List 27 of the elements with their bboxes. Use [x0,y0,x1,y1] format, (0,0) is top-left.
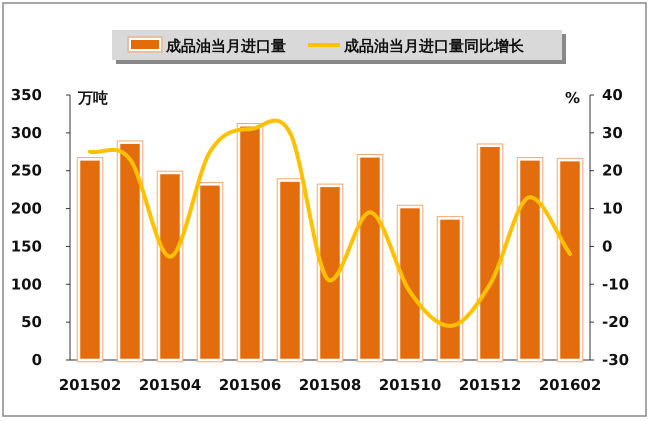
y2-tick-label: 30 [602,124,623,142]
y-tick-label: 0 [32,351,42,369]
legend-label: 成品油当月进口量 [165,37,286,55]
x-tick-label: 201504 [138,376,202,394]
y2-tick-label: -20 [602,313,630,332]
y2-axis-title: % [564,89,580,107]
y-tick-label: 200 [10,200,42,218]
y-tick-label: 350 [10,86,42,104]
y-tick-label: 50 [21,313,42,332]
y-tick-label: 300 [10,124,42,142]
x-tick-label: 201502 [58,376,122,394]
legend-label: 成品油当月进口量同比增长 [343,37,525,55]
y-tick-label: 150 [10,237,42,256]
y-tick-label: 250 [10,162,42,180]
x-tick-label: 201508 [298,376,362,394]
x-tick-label: 201602 [538,376,602,394]
y2-tick-label: 20 [602,162,623,180]
y2-tick-label: 0 [602,237,612,256]
y2-tick-label: 40 [602,86,623,104]
y2-tick-label: -10 [602,275,630,294]
y-tick-label: 100 [10,275,42,294]
y2-tick-label: -30 [602,351,630,369]
x-tick-label: 201510 [378,376,442,394]
x-tick-label: 201512 [458,376,522,394]
y2-tick-label: 10 [602,200,623,218]
y-axis-title: 万吨 [77,89,108,107]
x-tick-label: 201506 [218,376,282,394]
